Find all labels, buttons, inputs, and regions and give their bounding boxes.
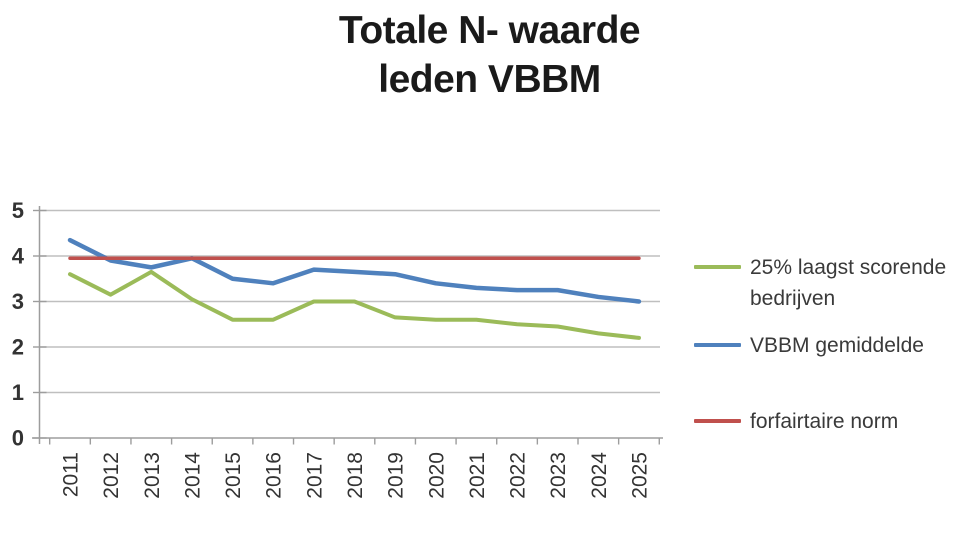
x-tick-label-2022: 2022 — [507, 452, 530, 499]
legend-swatch-25-laagst-scorende-bedrijven — [694, 265, 741, 269]
legend-label-forfairtaire-norm: forfairtaire norm — [750, 410, 899, 433]
x-tick-label-2016: 2016 — [263, 452, 286, 499]
x-tick-label-2021: 2021 — [466, 452, 489, 499]
x-tick-label-2024: 2024 — [588, 452, 611, 499]
y-tick-label: 5 — [12, 198, 24, 223]
legend-swatch-forfairtaire-norm — [694, 419, 741, 423]
x-tick-label-2017: 2017 — [303, 452, 326, 499]
x-tick-label-2011: 2011 — [60, 452, 83, 497]
x-tick-label-2012: 2012 — [100, 452, 123, 499]
x-tick-label-2013: 2013 — [141, 452, 164, 499]
legend-swatch-vbbm-gemiddelde — [694, 343, 741, 347]
y-tick-label: 1 — [12, 380, 24, 405]
chart-title-line-1: Totale N- waarde — [338, 9, 641, 52]
y-tick-label: 0 — [12, 426, 24, 451]
legend-item-forfairtaire-norm: forfairtaire norm — [694, 406, 898, 437]
x-tick-label-2020: 2020 — [425, 452, 448, 499]
y-tick-label: 3 — [12, 289, 24, 314]
chart-title: Totale N- waarde leden VBBM — [0, 6, 979, 104]
y-tick-label: 4 — [12, 244, 25, 269]
legend-label-25-laagst-scorende-bedrijven: 25% laagst scorende bedrijven — [750, 256, 947, 310]
x-tick-label-2025: 2025 — [628, 452, 651, 499]
legend-label-vbbm-gemiddelde: VBBM gemiddelde — [750, 334, 924, 357]
series-line-vbbm-gemiddelde — [67, 237, 642, 304]
legend: 25% laagst scorende bedrijven VBBM gemidd… — [694, 0, 979, 538]
legend-item-25-laagst-scorende-bedrijven: 25% laagst scorende bedrijven — [694, 252, 974, 314]
x-tick-label-2019: 2019 — [385, 452, 408, 499]
x-tick-label-2018: 2018 — [344, 452, 367, 499]
chart-title-line-2: leden VBBM — [378, 58, 601, 101]
x-tick-label-2014: 2014 — [181, 452, 204, 499]
series-line-25-laagst-scorende-bedrijven — [68, 269, 641, 340]
x-tick-label-2023: 2023 — [547, 452, 570, 499]
legend-item-vbbm-gemiddelde: VBBM gemiddelde — [694, 330, 924, 361]
y-tick-label: 2 — [12, 335, 24, 360]
x-tick-label-2015: 2015 — [222, 452, 245, 499]
